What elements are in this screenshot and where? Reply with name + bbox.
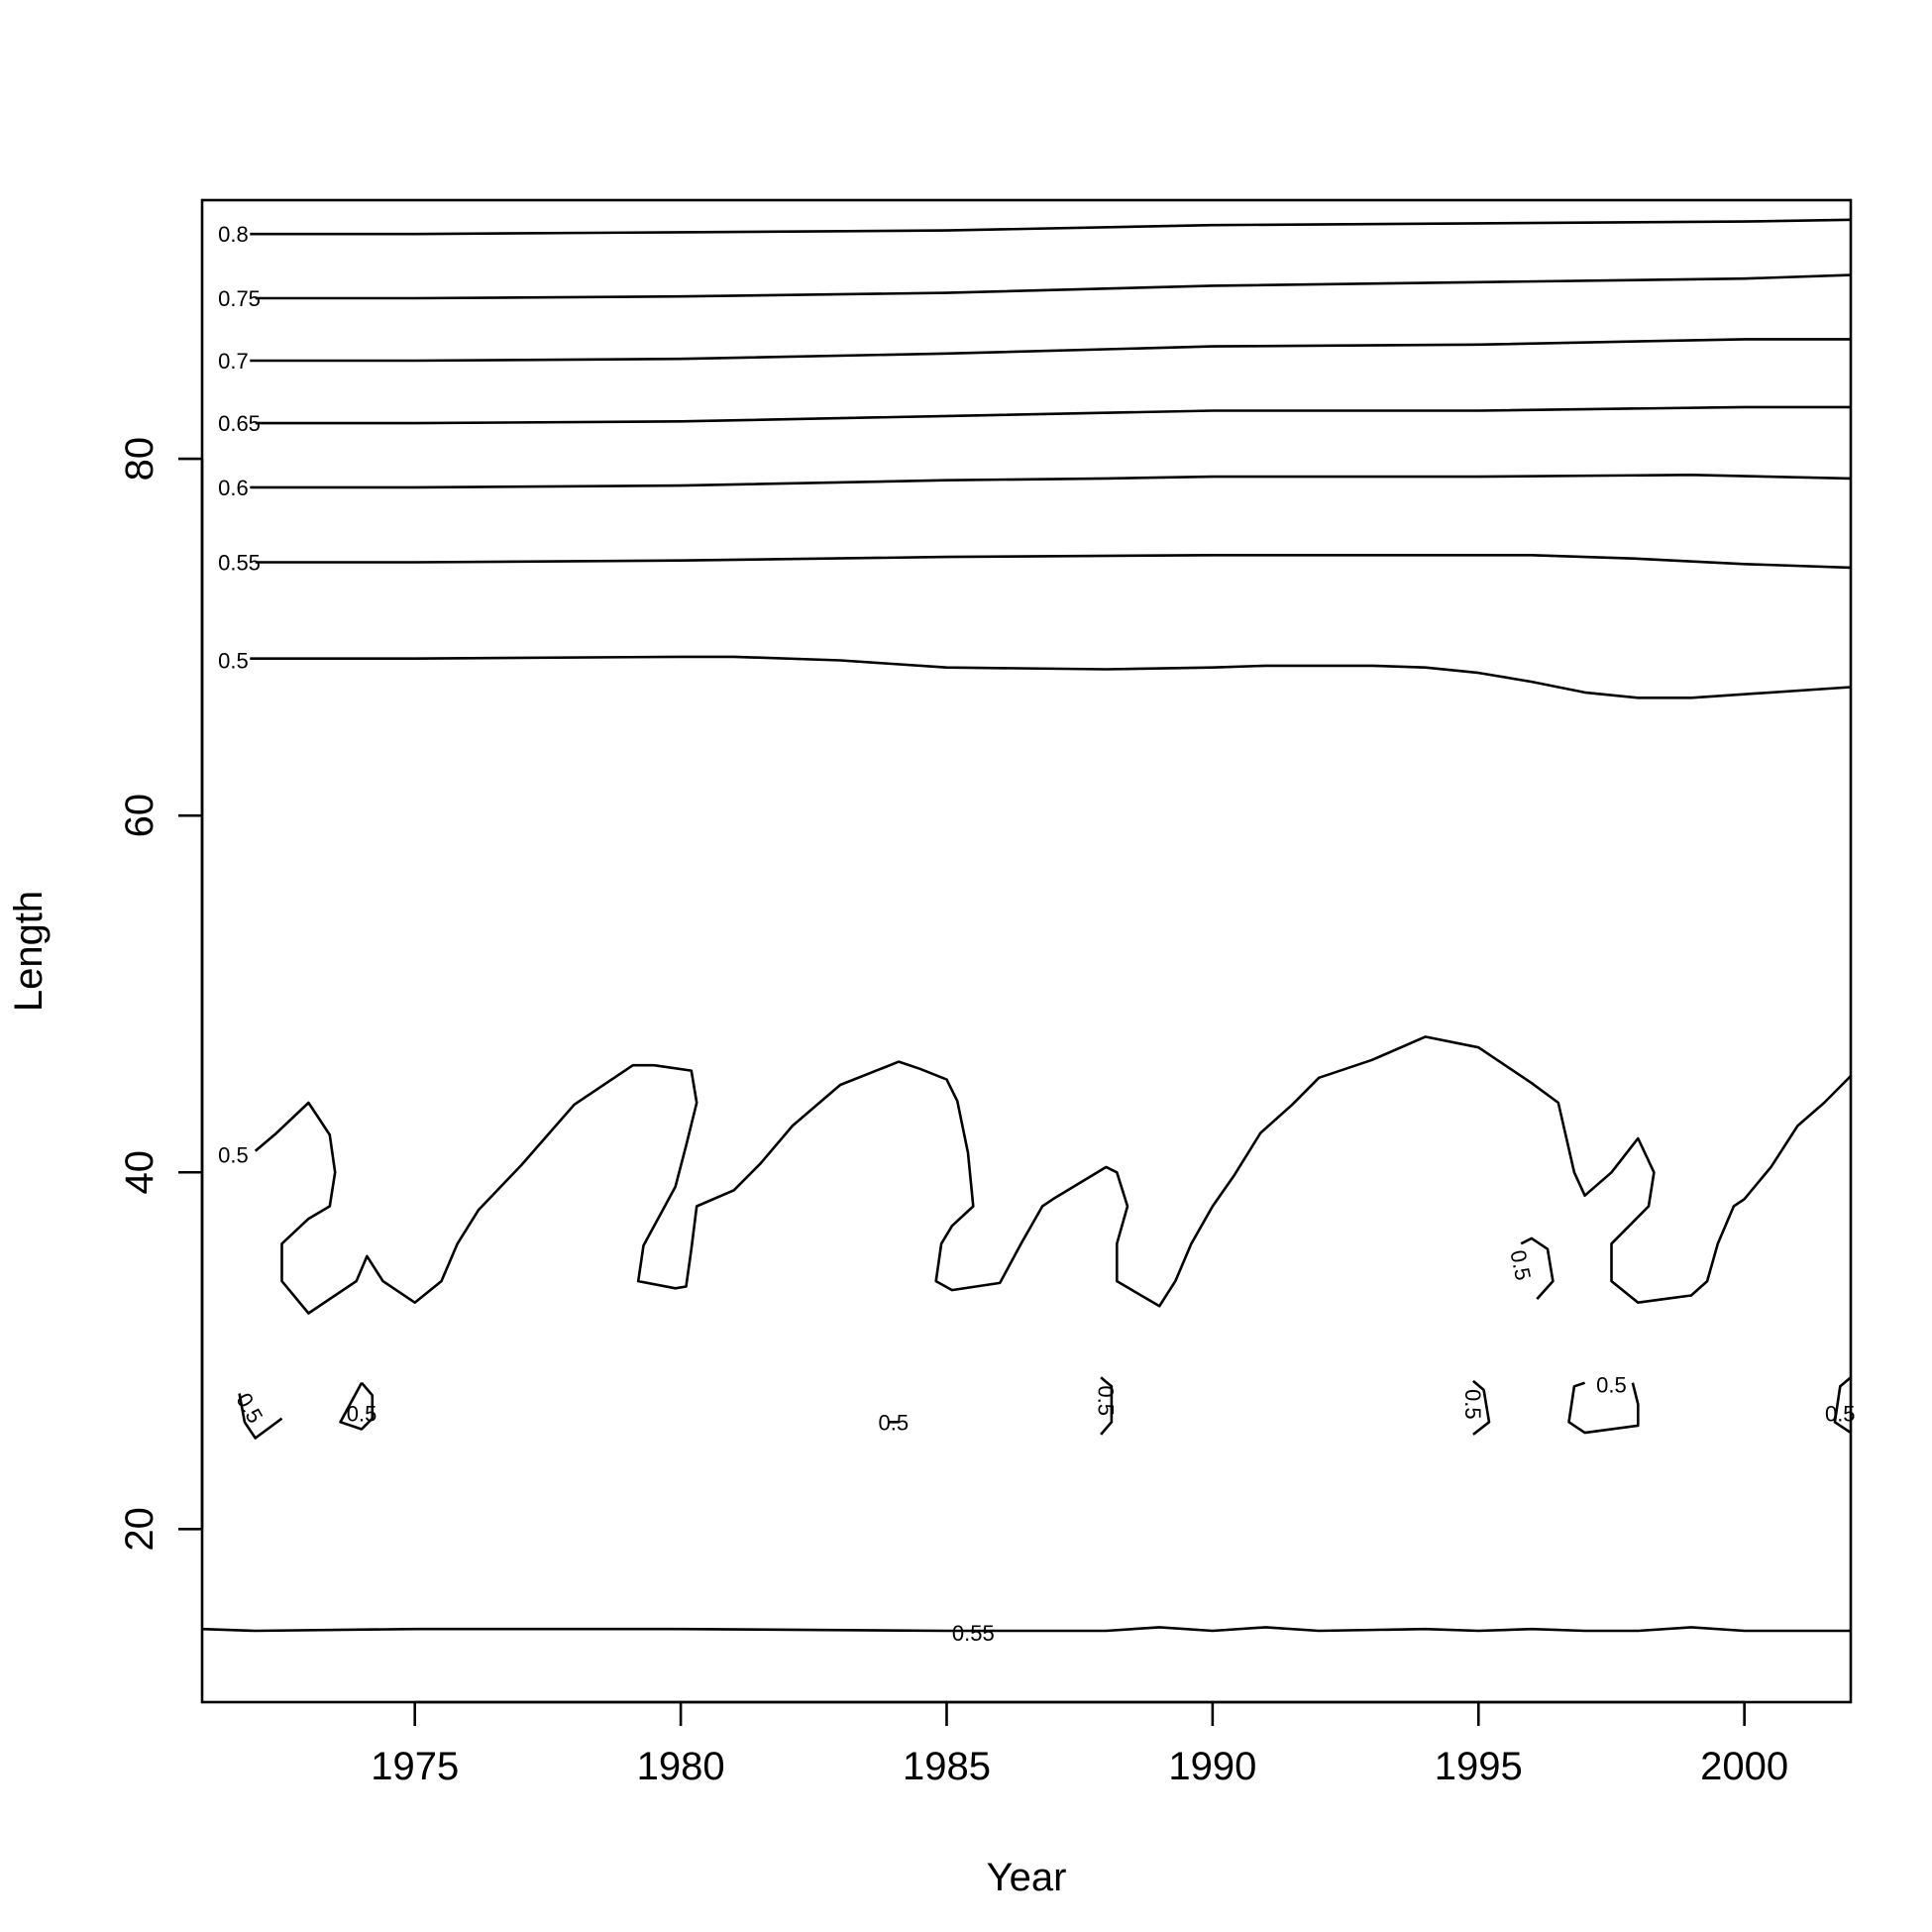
contour-label: 0.6 bbox=[218, 476, 249, 500]
contour-line-0.55 bbox=[255, 554, 1852, 570]
contour-label: 0.5 bbox=[1460, 1389, 1485, 1420]
x-axis-label: Year bbox=[987, 1856, 1067, 1899]
contour-line-0.8 bbox=[250, 218, 1852, 236]
x-axis: 1975 1980 1985 1990 1995 2000 bbox=[371, 1700, 1788, 1788]
contour-label: 0.55 bbox=[218, 550, 261, 575]
contour-label: 0.5 bbox=[231, 1389, 268, 1428]
contour-line-0.5 bbox=[1833, 1376, 1852, 1435]
x-tick-label: 1985 bbox=[903, 1745, 991, 1788]
contour-line-0.5 bbox=[1520, 1236, 1555, 1300]
contour-line-0.5 bbox=[339, 1381, 375, 1431]
y-tick-label: 60 bbox=[118, 794, 161, 838]
contour-line-0.5 bbox=[1472, 1379, 1491, 1436]
contour-line-0.5 bbox=[1567, 1381, 1640, 1435]
contour-label: 0.5 bbox=[1825, 1401, 1856, 1426]
contour-label: 0.55 bbox=[952, 1621, 995, 1646]
y-axis-label: Length bbox=[7, 891, 51, 1012]
contour-line-0.5 bbox=[1100, 1376, 1114, 1436]
plot-frame bbox=[200, 198, 1853, 1704]
contour-label: 0.7 bbox=[218, 349, 249, 374]
x-tick-label: 1975 bbox=[371, 1745, 459, 1788]
contour-label: 0.5 bbox=[1505, 1247, 1536, 1282]
contour-line-0.5 bbox=[254, 1035, 1852, 1315]
contour-line-0.6 bbox=[250, 474, 1852, 489]
y-tick-label: 80 bbox=[118, 437, 161, 482]
contour-line-0.55 bbox=[201, 1626, 1851, 1633]
contour-line-0.75 bbox=[255, 273, 1852, 300]
x-tick-label: 2000 bbox=[1700, 1745, 1788, 1788]
contour-label: 0.5 bbox=[1094, 1385, 1119, 1416]
contour-line-0.7 bbox=[250, 338, 1851, 363]
contour-label: 0.5 bbox=[1596, 1373, 1627, 1398]
y-tick-label: 20 bbox=[118, 1507, 161, 1552]
contour-label: 0.5 bbox=[218, 649, 249, 674]
y-axis: 20 40 60 80 bbox=[118, 437, 204, 1552]
x-tick-label: 1995 bbox=[1435, 1745, 1523, 1788]
x-tick-label: 1980 bbox=[637, 1745, 725, 1788]
y-tick-label: 40 bbox=[118, 1150, 161, 1195]
contour-label: 0.5 bbox=[218, 1142, 249, 1167]
contour-lines: 0.8 0.75 0.7 0.65 0.6 0.55 0.5 0.5 0.5 0.5 0.5 0.5 0… bbox=[201, 218, 1856, 1646]
contour-label: 0.5 bbox=[879, 1410, 910, 1435]
contour-line-0.5 bbox=[238, 1393, 283, 1440]
contour-label: 0.65 bbox=[218, 411, 261, 436]
x-tick-label: 1990 bbox=[1168, 1745, 1256, 1788]
contour-label: 0.8 bbox=[218, 222, 249, 247]
contour-label: 0.75 bbox=[218, 286, 261, 311]
contour-line-0.5 bbox=[250, 655, 1852, 699]
contour-line-0.65 bbox=[255, 405, 1851, 425]
contour-label: 0.5 bbox=[347, 1401, 377, 1426]
